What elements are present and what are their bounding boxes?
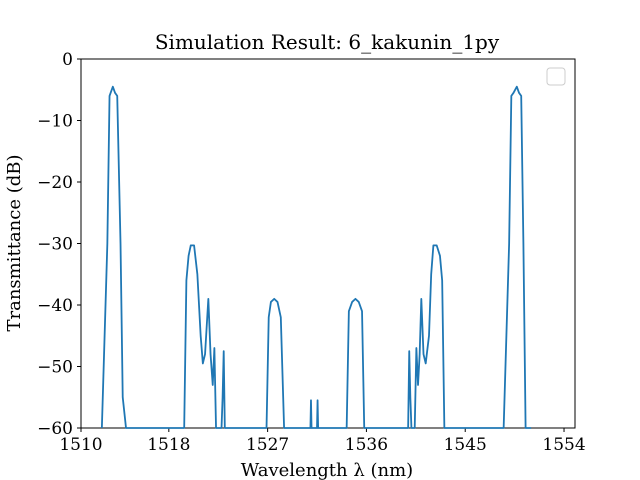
y-tick-label: −60 <box>37 419 73 439</box>
x-tick-label: 1545 <box>444 435 487 455</box>
series-line-transmittance <box>100 85 532 429</box>
x-tick-label: 1510 <box>59 435 102 455</box>
y-tick-label: −50 <box>37 358 73 378</box>
legend-box <box>546 67 566 86</box>
chart-title: Simulation Result: 6_kakunin_1py <box>155 30 500 54</box>
x-tick-label: 1536 <box>345 435 388 455</box>
y-tick-label: −20 <box>37 173 73 193</box>
x-tick-label: 1527 <box>246 435 289 455</box>
y-tick-label: −40 <box>37 296 73 316</box>
plot-frame <box>80 58 576 429</box>
y-axis-label: Transmittance (dB) <box>4 154 25 331</box>
y-axis: 0 −10 −20 −30 −40 −50 −60 <box>37 50 81 439</box>
y-tick-label: −10 <box>37 112 73 132</box>
x-axis-label: Wavelength λ (nm) <box>241 460 413 480</box>
x-axis: 1510 1518 1527 1536 1545 1554 <box>59 428 586 455</box>
y-tick-label: −30 <box>37 235 73 255</box>
x-tick-label: 1518 <box>147 435 190 455</box>
x-tick-label: 1554 <box>542 435 585 455</box>
y-tick-label: 0 <box>62 50 73 70</box>
